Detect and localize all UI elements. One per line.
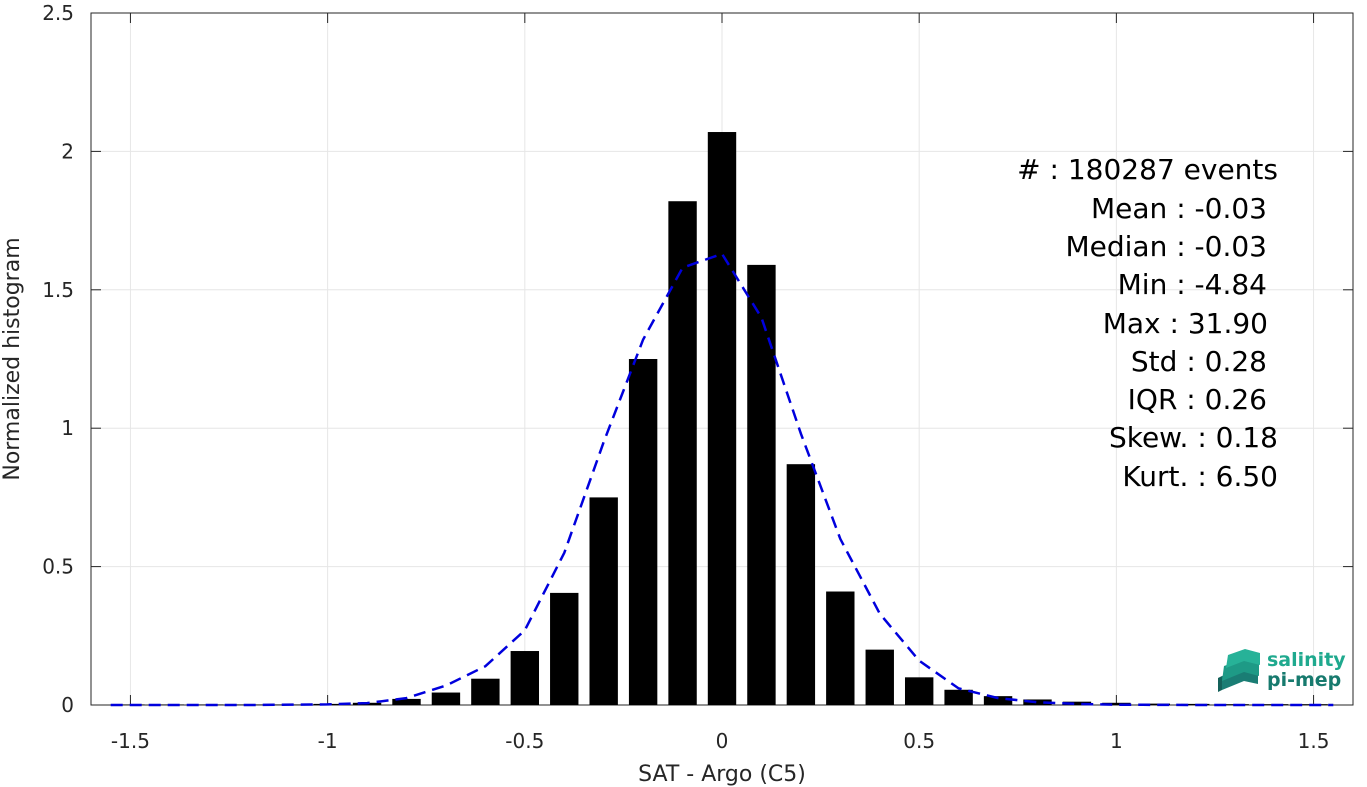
histogram-bar (1102, 702, 1131, 705)
stat-iqr: IQR : 0.26 (1128, 383, 1267, 416)
histogram-bar (589, 497, 618, 705)
stat-median: Median : -0.03 (1065, 230, 1267, 263)
salinity-pimep-logo: salinity pi-mep (1218, 649, 1346, 692)
x-axis-label: SAT - Argo (C5) (638, 762, 806, 787)
histogram-bar (392, 698, 421, 705)
histogram-bar (471, 678, 500, 705)
histogram-bar (431, 692, 461, 705)
statistics-annotation: # : 180287 events Mean : -0.03 Median : … (1017, 153, 1278, 493)
histogram-bar (1062, 701, 1092, 705)
logo-line2: pi-mep (1267, 669, 1341, 691)
stat-min: Min : -4.84 (1118, 268, 1267, 301)
x-tick-label: -1 (318, 729, 338, 753)
x-tick-label: -0.5 (505, 729, 544, 753)
histogram-bar (826, 591, 855, 705)
x-tick-label: 0 (716, 729, 729, 753)
y-tick-labels: 0 0.5 1 1.5 2 2.5 (42, 1, 74, 717)
histogram-bar (1141, 703, 1171, 705)
histogram-bar (550, 592, 579, 705)
y-tick-label: 1 (61, 416, 74, 440)
histogram-bar (904, 677, 934, 705)
stat-std: Std : 0.28 (1131, 345, 1267, 378)
histogram-bar (510, 651, 540, 705)
stat-mean: Mean : -0.03 (1091, 192, 1267, 225)
y-tick-label: 2.5 (42, 1, 74, 25)
logo-line1: salinity (1267, 649, 1346, 671)
histogram-bar (1023, 699, 1052, 705)
y-tick-label: 0.5 (42, 555, 74, 579)
histogram-bar (668, 201, 697, 705)
histogram-bar (707, 132, 737, 706)
stat-count: # : 180287 events (1017, 153, 1278, 186)
y-tick-label: 1.5 (42, 278, 74, 302)
x-tick-label: 0.5 (903, 729, 935, 753)
x-tick-labels: -1.5 -1 -0.5 0 0.5 1 1.5 (111, 729, 1330, 753)
x-tick-label: 1.5 (1298, 729, 1330, 753)
stat-max: Max : 31.90 (1103, 307, 1268, 340)
histogram-bar (944, 689, 973, 705)
y-tick-label: 2 (61, 139, 74, 163)
y-axis-label: Normalized histogram (0, 237, 25, 480)
y-tick-label: 0 (61, 693, 74, 717)
x-tick-label: -1.5 (111, 729, 150, 753)
histogram-bar (628, 359, 658, 705)
logo-mark-icon (1218, 649, 1260, 692)
stat-skew: Skew. : 0.18 (1109, 421, 1278, 454)
histogram-bar (983, 696, 1013, 705)
fit-curve (110, 252, 1334, 707)
stat-kurt: Kurt. : 6.50 (1122, 460, 1278, 493)
x-tick-label: 1 (1110, 729, 1123, 753)
histogram-bar (786, 464, 816, 705)
histogram-bars (116, 132, 1328, 706)
histogram-bar (865, 649, 894, 705)
histogram-bar (747, 264, 776, 705)
